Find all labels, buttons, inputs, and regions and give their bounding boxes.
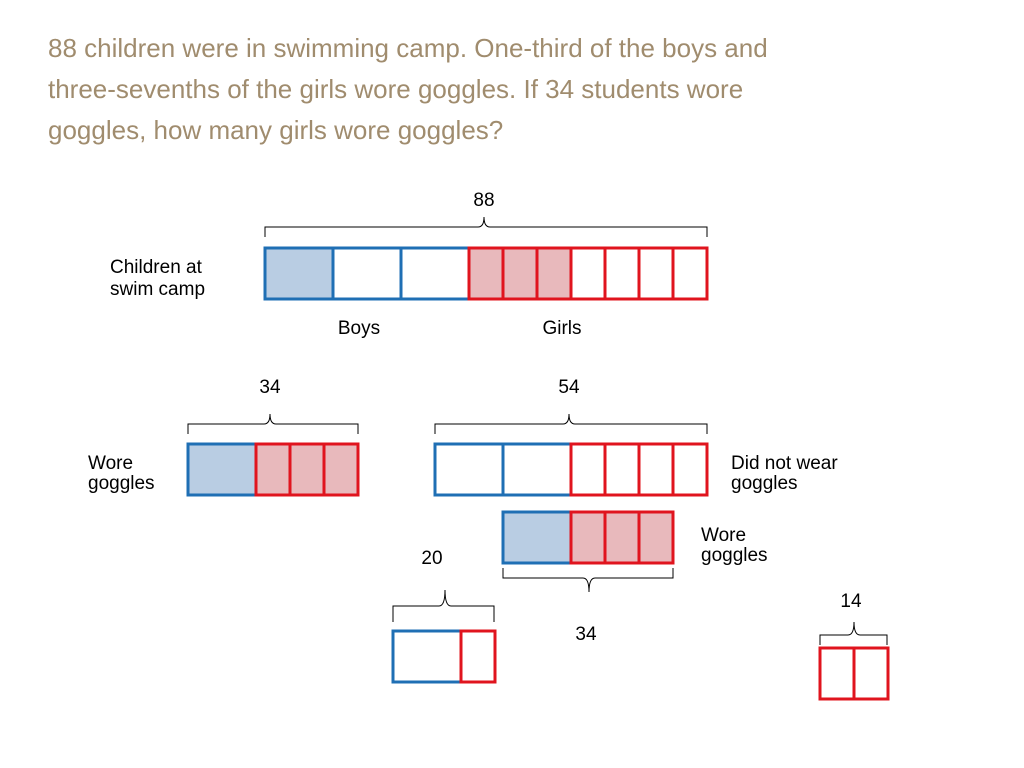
girl-unit [603,246,641,301]
wore2-label: Wore goggles [701,525,768,566]
girl-unit [603,442,641,497]
remainder-girls-tape [818,646,890,701]
total-brace [264,216,708,237]
remainder-girls-total-label: 14 [840,591,862,612]
girl-unit [637,246,675,301]
girl-unit [818,646,856,701]
wore2-brace [502,568,674,593]
total-label: 88 [473,190,494,211]
girls-label: Girls [542,318,581,339]
boy-unit [391,629,463,684]
girl-unit [637,510,675,565]
wore-brace [187,413,359,434]
girl-unit [501,246,539,301]
wore2-tape [501,510,675,565]
boy-unit [433,442,505,497]
wore2-total-label: 34 [575,624,597,645]
wore-total-label: 34 [259,377,281,398]
wore-label: Wore goggles [88,453,155,494]
boy-unit [501,442,573,497]
not-wore-tape [433,442,709,497]
girl-unit [288,442,326,497]
girl-unit [569,442,607,497]
girl-unit [603,510,641,565]
remainder-boys-total-label: 20 [421,548,442,569]
girl-unit [467,246,505,301]
problem-statement: 88 children were in swimming camp. One-t… [48,28,948,151]
remainder-boys-brace [392,589,495,622]
not-wore-total-label: 54 [558,377,580,398]
not-wore-label: Did not wear goggles [731,453,843,494]
girl-unit [569,510,607,565]
girl-unit [671,246,709,301]
problem-line-2: three-sevenths of the girls wore goggles… [48,74,744,104]
boy-unit [399,246,471,301]
boy-unit [263,246,335,301]
problem-line-1: 88 children were in swimming camp. One-t… [48,33,768,63]
girl-unit [671,442,709,497]
boy-unit [331,246,403,301]
girl-unit [637,442,675,497]
girl-unit [852,646,890,701]
remainder-girls-brace [819,621,888,645]
children-tape [263,246,709,301]
boy-unit [186,442,258,497]
boy-unit [501,510,573,565]
children-label: Children at swim camp [110,257,207,300]
girl-unit [569,246,607,301]
girl-unit [322,442,360,497]
remainder-boys-tape [391,629,497,684]
boys-label: Boys [338,318,380,339]
wore-tape [186,442,360,497]
girl-unit [459,629,497,684]
girl-unit [254,442,292,497]
girl-unit [535,246,573,301]
problem-line-3: goggles, how many girls wore goggles? [48,115,504,145]
not-wore-brace [434,413,708,434]
